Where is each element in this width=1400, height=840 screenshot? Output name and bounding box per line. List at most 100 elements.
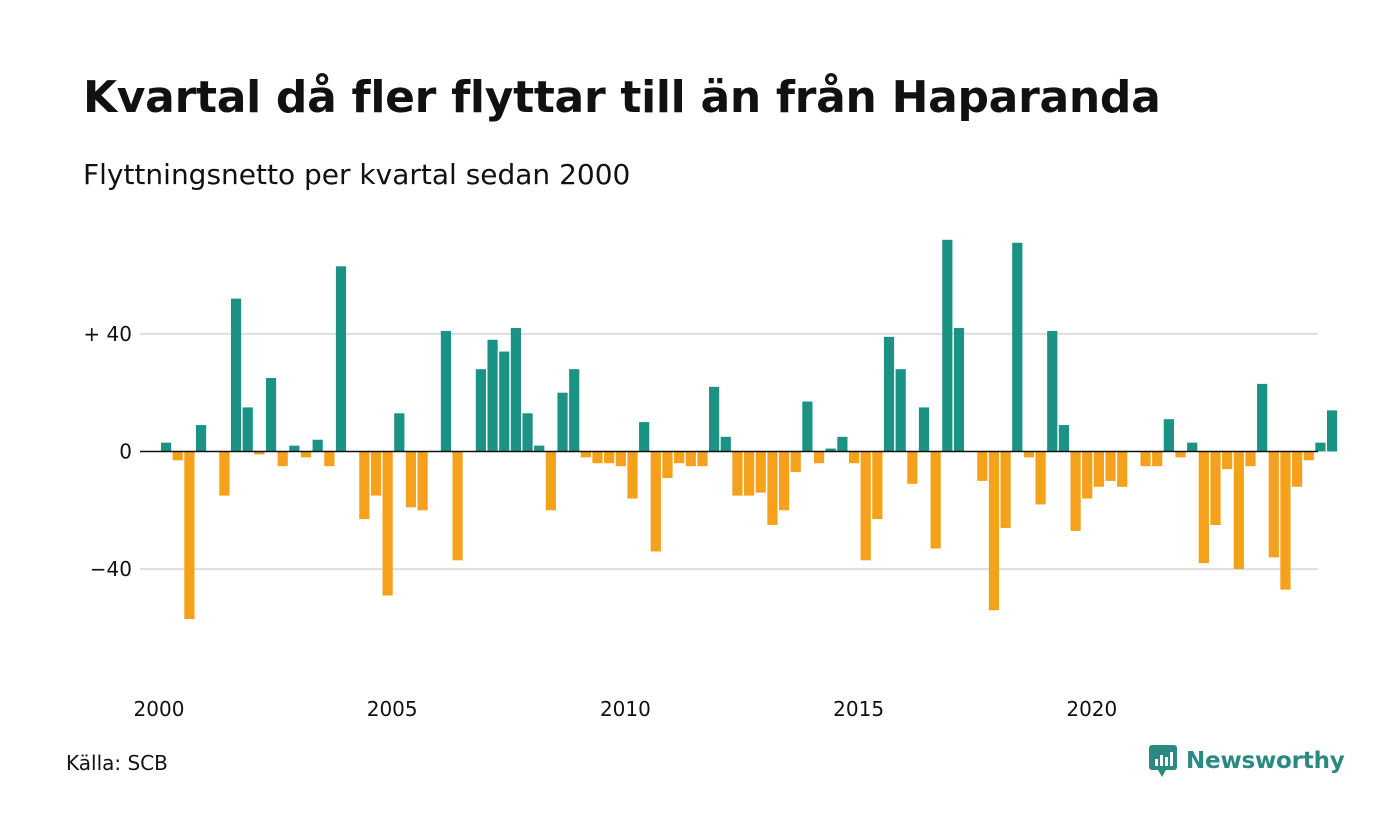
bar	[335, 266, 347, 452]
bar	[184, 451, 195, 620]
bar	[242, 407, 253, 452]
bar	[312, 439, 323, 452]
bar	[895, 369, 906, 452]
bar	[650, 451, 661, 552]
x-tick-label: 2015	[833, 697, 884, 721]
x-tick-label: 2020	[1066, 697, 1117, 721]
bar	[639, 422, 650, 452]
bar	[802, 401, 813, 452]
chart-title: Kvartal då fler flyttar till än från Hap…	[83, 72, 1161, 123]
bar	[1000, 451, 1011, 528]
bar	[359, 451, 370, 520]
bar	[1175, 451, 1186, 458]
bar	[1268, 451, 1279, 558]
x-tick-label: 2000	[134, 697, 185, 721]
bar	[1233, 451, 1244, 570]
bar	[195, 425, 207, 452]
bar	[615, 451, 626, 467]
bar	[685, 451, 696, 467]
bar	[1082, 451, 1093, 499]
bar	[1315, 442, 1326, 452]
bar	[1070, 451, 1081, 531]
bar	[709, 386, 720, 452]
bar	[475, 369, 487, 452]
bar	[592, 451, 603, 464]
bar	[1023, 451, 1035, 458]
bar	[1117, 451, 1128, 487]
bar	[289, 445, 300, 452]
bar	[778, 451, 790, 511]
bar	[1187, 442, 1198, 452]
bar	[697, 451, 708, 467]
bar	[499, 351, 510, 452]
bar	[452, 451, 463, 561]
bar	[172, 451, 183, 461]
bar	[370, 451, 382, 496]
y-tick-label: −40	[90, 557, 132, 581]
bar	[1012, 242, 1023, 452]
bar	[557, 392, 568, 452]
x-tick-label: 2010	[600, 697, 651, 721]
bar	[1093, 451, 1104, 487]
y-tick-label: + 40	[83, 322, 132, 346]
bar	[265, 378, 277, 452]
newsworthy-logo[interactable]: Newsworthy	[1148, 744, 1345, 778]
bar	[604, 451, 615, 464]
bar	[522, 413, 533, 452]
bar	[487, 339, 498, 452]
bar	[417, 451, 428, 511]
bar	[930, 451, 941, 549]
bar	[405, 451, 417, 508]
bar-layer	[161, 239, 1338, 620]
bar	[382, 451, 393, 596]
bar	[1058, 425, 1070, 452]
x-tick-label: 2005	[367, 697, 418, 721]
axis-layer: + 40 0 −40 2000 2005 2010 2015 2020	[83, 322, 1318, 721]
bar	[883, 336, 895, 452]
source-note: Källa: SCB	[66, 751, 168, 775]
bar	[755, 451, 766, 493]
bar	[732, 451, 743, 496]
bar	[580, 451, 591, 458]
bar	[977, 451, 988, 481]
bar	[300, 451, 312, 458]
bar	[1198, 451, 1209, 564]
bar	[1327, 410, 1338, 452]
y-tick-label: 0	[119, 440, 132, 464]
bar	[744, 451, 755, 496]
bar	[440, 330, 452, 452]
bar	[1210, 451, 1221, 525]
bar	[662, 451, 673, 478]
bar	[545, 451, 556, 511]
bar	[1245, 451, 1256, 467]
bar	[1163, 419, 1174, 452]
bar	[534, 445, 545, 452]
bar	[254, 451, 265, 455]
bar	[813, 451, 825, 464]
bar	[1303, 451, 1314, 461]
bar	[277, 451, 288, 467]
bar	[837, 436, 848, 452]
bar	[161, 442, 172, 452]
bar-chart: + 40 0 −40 2000 2005 2010 2015 2020	[83, 239, 1338, 721]
bar	[1222, 451, 1233, 470]
bar	[569, 369, 580, 452]
bar	[324, 451, 335, 467]
bar	[1152, 451, 1163, 467]
bar	[720, 436, 731, 452]
bar	[953, 328, 965, 452]
bar	[627, 451, 638, 499]
bar	[394, 413, 405, 452]
bar	[790, 451, 801, 473]
bar	[1047, 330, 1058, 452]
bar	[1105, 451, 1116, 481]
bar	[1280, 451, 1291, 590]
bar	[988, 451, 1000, 611]
chart-subtitle: Flyttningsnetto per kvartal sedan 2000	[83, 158, 631, 191]
logo-text: Newsworthy	[1186, 748, 1345, 774]
bar	[907, 451, 918, 484]
newsworthy-logo-icon	[1149, 745, 1177, 777]
bar	[825, 448, 836, 452]
bar	[510, 328, 521, 452]
bar	[872, 451, 883, 520]
